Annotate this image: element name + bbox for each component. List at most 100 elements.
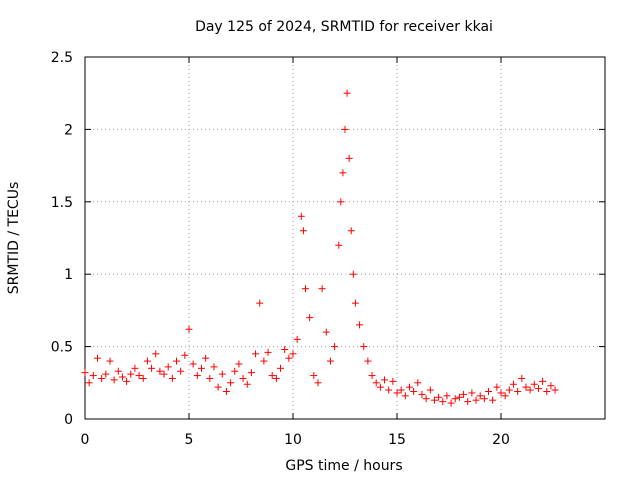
data-point [539, 377, 547, 385]
data-point [360, 343, 368, 351]
data-point [227, 379, 235, 387]
data-point [505, 386, 513, 394]
data-point [252, 350, 260, 358]
data-point [322, 328, 330, 336]
data-point [418, 390, 426, 398]
data-point [480, 395, 488, 403]
data-point [439, 398, 447, 406]
data-point [347, 227, 355, 235]
data-point [131, 364, 139, 372]
data-point [256, 299, 264, 307]
data-point [447, 399, 455, 407]
x-tick-label: 15 [388, 432, 406, 448]
chart-title: Day 125 of 2024, SRMTID for receiver kka… [195, 19, 493, 35]
data-point [410, 387, 418, 395]
data-point [193, 372, 201, 380]
data-point [530, 380, 538, 388]
data-point [235, 360, 243, 368]
data-point [98, 374, 106, 382]
data-point [489, 396, 497, 404]
data-point [422, 395, 430, 403]
data-point [135, 372, 143, 380]
data-point [102, 370, 110, 378]
data-point [430, 396, 438, 404]
y-axis-label: SRMTID / TECUs [6, 182, 22, 295]
data-point [189, 360, 197, 368]
data-point [177, 367, 185, 375]
data-point [393, 389, 401, 397]
data-point [485, 387, 493, 395]
data-point [451, 395, 459, 403]
data-point [364, 357, 372, 365]
data-point [281, 345, 289, 353]
data-point [385, 386, 393, 394]
data-point [272, 374, 280, 382]
data-point [218, 370, 226, 378]
data-point [310, 372, 318, 380]
data-point [339, 169, 347, 177]
y-tick-label: 2 [64, 122, 73, 138]
data-point [289, 350, 297, 358]
data-point [297, 212, 305, 220]
data-point [264, 348, 272, 356]
data-point [337, 198, 345, 206]
data-point [376, 383, 384, 391]
data-point [127, 370, 135, 378]
data-point [222, 387, 230, 395]
data-point [173, 357, 181, 365]
data-point [426, 386, 434, 394]
data-point [343, 89, 351, 97]
data-point [202, 354, 210, 362]
data-point [497, 389, 505, 397]
data-point [509, 380, 517, 388]
data-point [443, 392, 451, 400]
data-point [152, 350, 160, 358]
data-point [397, 386, 405, 394]
data-point [414, 379, 422, 387]
data-point [93, 354, 101, 362]
data-point [468, 389, 476, 397]
data-point [326, 357, 334, 365]
data-point [368, 372, 376, 380]
data-point [268, 372, 276, 380]
data-point [435, 393, 443, 401]
data-point [356, 321, 364, 329]
data-point [81, 369, 89, 377]
data-point [197, 364, 205, 372]
data-point [181, 351, 189, 359]
data-point [306, 314, 314, 322]
x-tick-label: 5 [185, 432, 194, 448]
x-tick-label: 0 [81, 432, 90, 448]
data-point [318, 285, 326, 293]
data-point [168, 374, 176, 382]
y-tick-label: 2.5 [51, 50, 73, 66]
data-point [331, 343, 339, 351]
data-point [518, 374, 526, 382]
data-point [349, 270, 357, 278]
data-point [239, 374, 247, 382]
data-point [139, 374, 147, 382]
data-point [143, 357, 151, 365]
data-point [206, 374, 214, 382]
plot-frame [84, 56, 606, 420]
data-point [148, 364, 156, 372]
data-point [472, 396, 480, 404]
y-tick-label: 0.5 [51, 340, 73, 356]
data-point [493, 383, 501, 391]
y-tick-label: 1.5 [51, 195, 73, 211]
x-tick-label: 20 [492, 432, 510, 448]
data-point [522, 383, 530, 391]
data-point [345, 154, 353, 162]
data-point [285, 354, 293, 362]
data-point [314, 379, 322, 387]
y-tick-label: 1 [64, 267, 73, 283]
data-point [301, 285, 309, 293]
data-point [372, 379, 380, 387]
tick-layer: 0 5 10 15 20 0 0.5 1 1.5 2 2.5 [51, 50, 605, 448]
data-point [501, 392, 509, 400]
x-tick-label: 10 [284, 432, 302, 448]
data-point [85, 379, 93, 387]
data-point [335, 241, 343, 249]
data-point [110, 376, 118, 384]
